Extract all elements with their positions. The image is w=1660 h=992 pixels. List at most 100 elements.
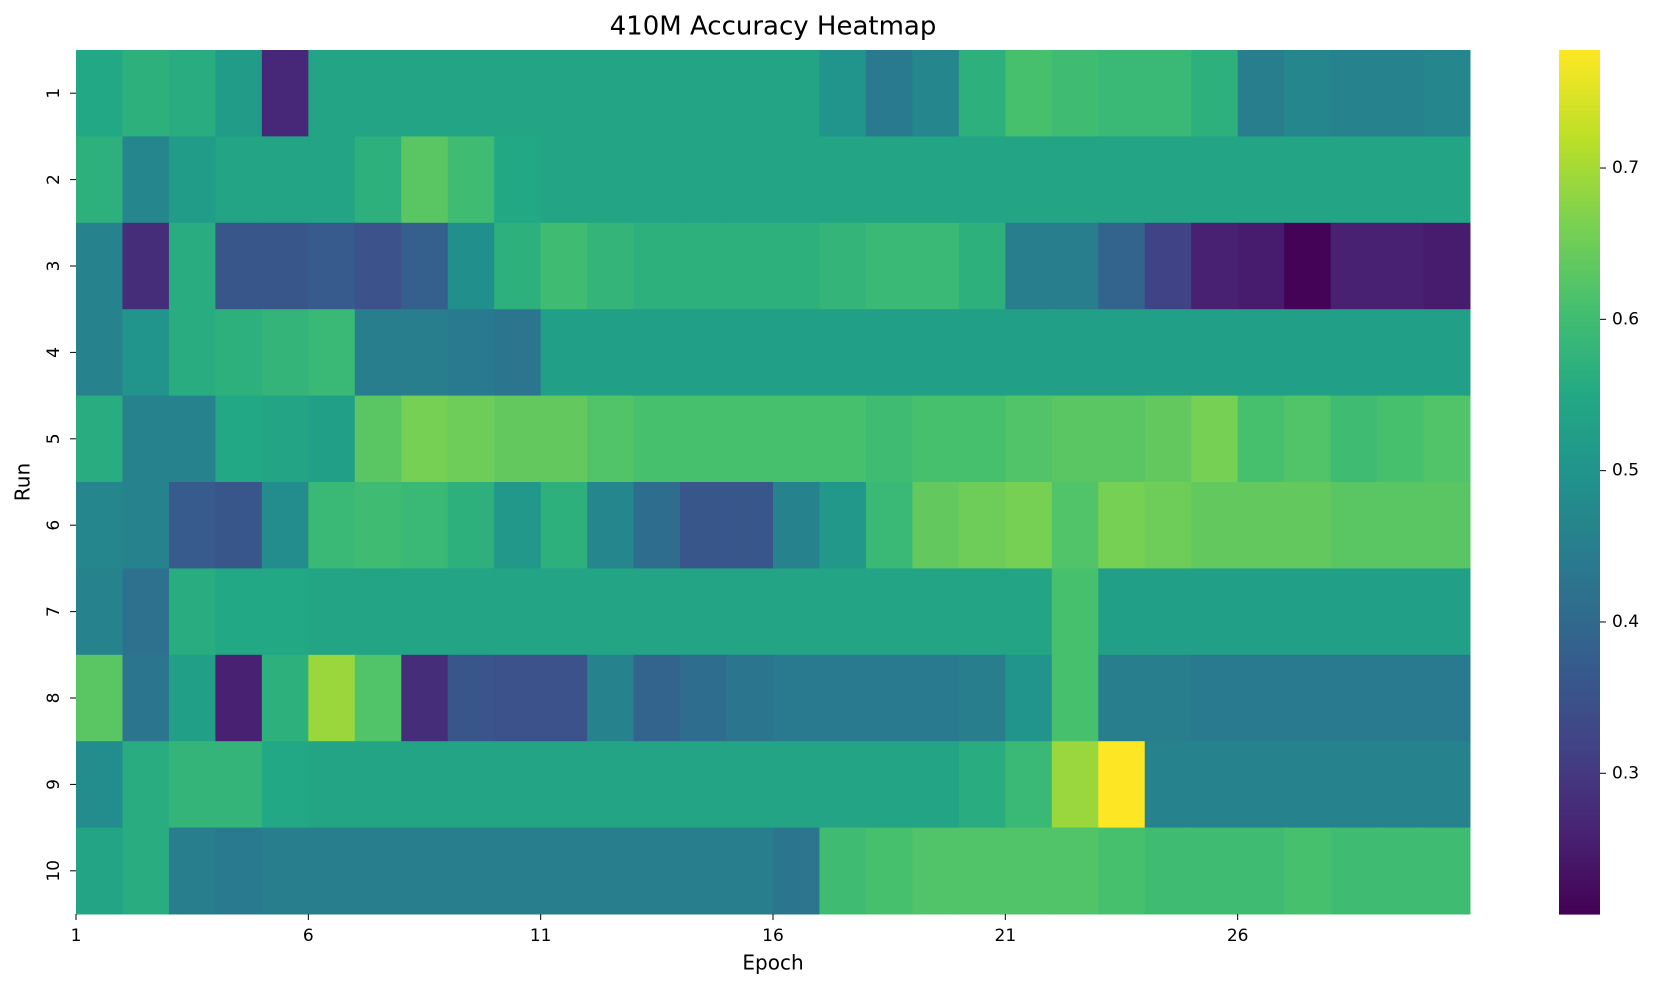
heatmap-cell: [354, 136, 402, 224]
heatmap-cell: [1144, 741, 1192, 829]
colorbar-segment: [1559, 201, 1600, 207]
heatmap-cell: [773, 309, 820, 397]
heatmap-cell: [958, 395, 1006, 483]
heatmap-cell: [168, 136, 216, 224]
colorbar-segment: [1559, 646, 1600, 652]
heatmap-cell: [1051, 741, 1099, 829]
heatmap-cell: [865, 482, 913, 569]
heatmap-cell: [1330, 654, 1378, 742]
colorbar-segment: [1559, 710, 1600, 716]
heatmap-cell: [540, 222, 588, 310]
heatmap-cell: [819, 568, 867, 656]
heatmap-cell: [494, 222, 542, 310]
heatmap-cell: [865, 395, 913, 483]
heatmap-cell: [122, 827, 170, 915]
colorbar-segment: [1559, 71, 1600, 77]
colorbar-segment: [1559, 706, 1600, 712]
heatmap-cell: [1423, 309, 1471, 397]
colorbar-segment: [1559, 875, 1600, 881]
heatmap-cell: [494, 827, 542, 915]
heatmap-cell: [587, 568, 635, 656]
colorbar-segment: [1559, 594, 1600, 600]
heatmap-cell: [633, 222, 681, 310]
heatmap-cell: [819, 395, 867, 483]
heatmap-cell: [447, 741, 495, 829]
heatmap-cell: [76, 222, 123, 310]
colorbar-segment: [1559, 723, 1600, 729]
heatmap-cell: [401, 395, 449, 483]
heatmap-cell: [1377, 395, 1425, 483]
colorbar-segment: [1559, 486, 1600, 492]
heatmap-cell: [865, 136, 913, 224]
colorbar-segment: [1559, 179, 1600, 185]
heatmap-cell: [1423, 50, 1471, 137]
heatmap-cell: [447, 136, 495, 224]
heatmap-cell: [540, 741, 588, 829]
colorbar-segment: [1559, 382, 1600, 388]
heatmap-cell: [680, 654, 728, 742]
heatmap-cell: [494, 309, 542, 397]
x-tick-label: 26: [1227, 926, 1249, 946]
heatmap-cell: [447, 309, 495, 397]
heatmap-cell: [773, 50, 820, 137]
heatmap-cell: [1005, 654, 1053, 742]
heatmap-cell: [215, 136, 263, 224]
heatmap-cell: [819, 654, 867, 742]
colorbar-segment: [1559, 598, 1600, 604]
heatmap-cell: [168, 654, 216, 742]
heatmap-cell: [1098, 482, 1146, 569]
colorbar-segment: [1559, 97, 1600, 103]
y-tick-label: 7: [44, 606, 64, 617]
heatmap-cell: [865, 309, 913, 397]
heatmap-cell: [1237, 741, 1285, 829]
colorbar-segment: [1559, 166, 1600, 172]
colorbar-segment: [1559, 240, 1600, 245]
heatmap-cell: [1284, 50, 1332, 137]
colorbar-segment: [1559, 205, 1600, 211]
heatmap-cell: [1005, 136, 1053, 224]
heatmap-cell: [122, 482, 170, 569]
heatmap-cell: [401, 222, 449, 310]
heatmap-cell: [726, 50, 774, 137]
heatmap-cell: [912, 309, 960, 397]
heatmap-cell: [76, 50, 123, 137]
heatmap-cell: [680, 136, 728, 224]
colorbar-segment: [1559, 244, 1600, 250]
y-tick-label: 9: [44, 779, 64, 790]
heatmap-cell: [168, 827, 216, 915]
heatmap-cell: [1423, 136, 1471, 224]
colorbar-segment: [1559, 840, 1600, 846]
colorbar-segment: [1559, 728, 1600, 734]
heatmap-cell: [1423, 482, 1471, 569]
y-tick-label: 2: [44, 174, 64, 185]
colorbar-segment: [1559, 896, 1600, 902]
heatmap-cell: [1191, 482, 1239, 569]
colorbar-segment: [1559, 50, 1600, 55]
colorbar-segment: [1559, 348, 1600, 353]
colorbar-segment: [1559, 624, 1600, 630]
colorbar-segment: [1559, 283, 1600, 289]
heatmap-cell: [1237, 395, 1285, 483]
colorbar-segment: [1559, 326, 1600, 332]
heatmap-cell: [1377, 827, 1425, 915]
y-tick-label: 1: [44, 88, 64, 99]
heatmap-cell: [680, 827, 728, 915]
colorbar-segment: [1559, 823, 1600, 829]
colorbar-segment: [1559, 663, 1600, 669]
colorbar-segment: [1559, 503, 1600, 509]
colorbar-segment: [1559, 175, 1600, 181]
colorbar-segment: [1559, 369, 1600, 375]
colorbar-segment: [1559, 209, 1600, 215]
heatmap-cell: [1005, 568, 1053, 656]
colorbar-segment: [1559, 546, 1600, 552]
heatmap-cell: [726, 136, 774, 224]
heatmap-cell: [912, 568, 960, 656]
heatmap-cell: [773, 395, 820, 483]
heatmap-cell: [1330, 136, 1378, 224]
heatmap-cell: [958, 741, 1006, 829]
heatmap-cell: [587, 309, 635, 397]
heatmap-cell: [122, 395, 170, 483]
colorbar-segment: [1559, 330, 1600, 336]
heatmap-cell: [494, 50, 542, 137]
